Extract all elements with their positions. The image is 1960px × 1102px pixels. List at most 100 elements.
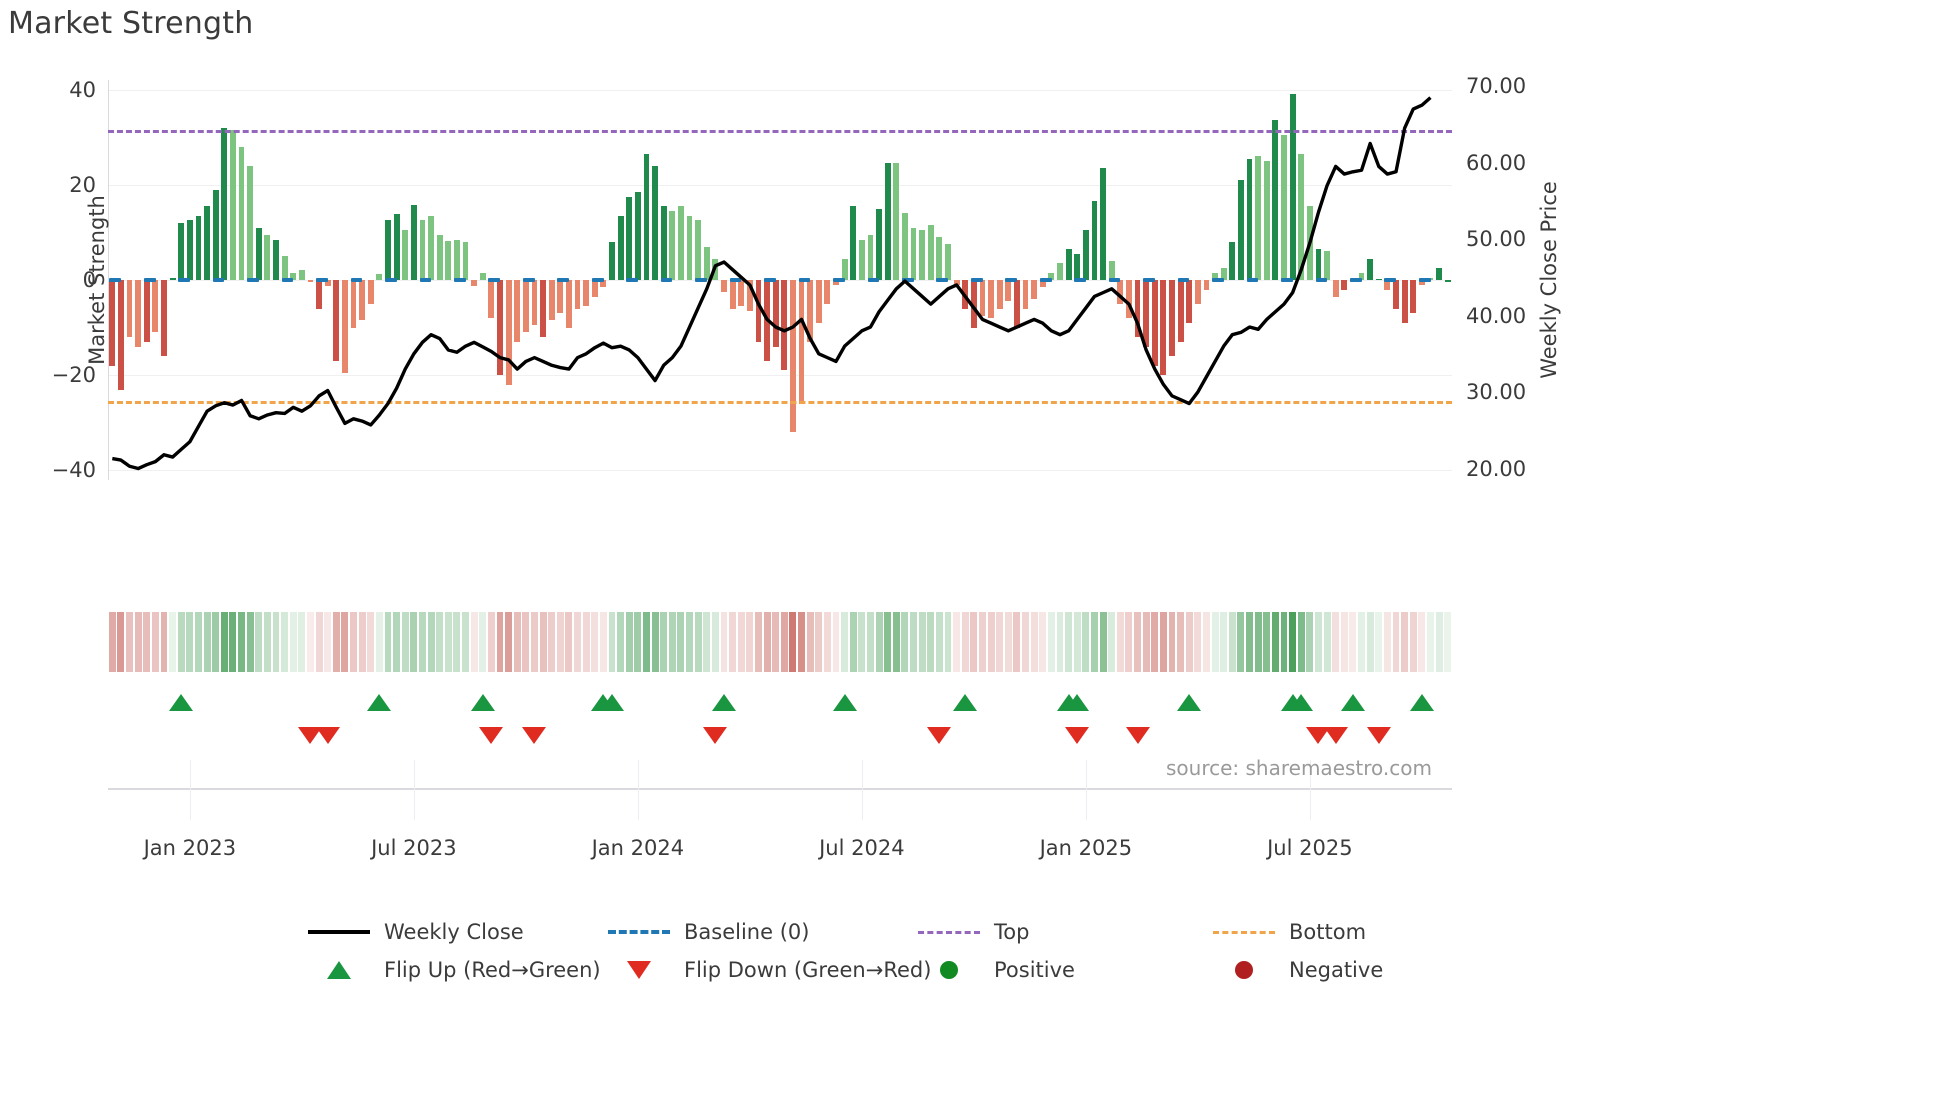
heatmap-cell <box>1358 612 1365 672</box>
heatmap-cell <box>1047 612 1055 672</box>
legend-item[interactable]: Bottom <box>1213 920 1366 944</box>
heatmap-cell <box>505 612 513 672</box>
dotted-line-swatch-icon <box>1213 930 1275 934</box>
chart-legend: Weekly Close Baseline (0) Top Bottom Flip Up… <box>108 920 1808 1040</box>
heatmap-cell <box>1004 612 1012 672</box>
bar <box>841 258 848 280</box>
gridline <box>108 184 1452 186</box>
heatmap-cell <box>668 612 676 672</box>
baseline-dash <box>1281 278 1293 282</box>
bar <box>1401 280 1408 323</box>
bar <box>1263 160 1270 280</box>
heatmap-cell <box>384 612 392 672</box>
heatmap-cell <box>918 612 926 672</box>
legend-item[interactable]: Baseline (0) <box>608 920 809 944</box>
heatmap-cell <box>1271 612 1279 672</box>
bar <box>1048 272 1055 280</box>
baseline-dash <box>591 278 604 282</box>
heatmap-cell <box>737 612 745 672</box>
bar <box>574 280 581 309</box>
heatmap-cell <box>1073 612 1081 672</box>
bar <box>281 256 288 280</box>
legend-label: Bottom <box>1289 920 1367 944</box>
reference-line-bottom <box>108 401 1452 405</box>
bar <box>436 234 443 280</box>
heatmap-cell <box>944 612 952 672</box>
legend-item[interactable]: Top <box>918 920 1029 944</box>
bar <box>1246 158 1253 280</box>
heatmap-cell <box>711 612 719 672</box>
heatmap-cell <box>298 612 306 672</box>
bar <box>548 280 555 321</box>
bar <box>996 280 1003 309</box>
bar <box>1315 249 1322 280</box>
bar <box>117 280 124 390</box>
heatmap-cell <box>401 612 409 672</box>
bar <box>531 280 538 326</box>
heatmap-cell <box>108 612 116 672</box>
heatmap-cell <box>350 612 357 672</box>
bar <box>721 280 727 292</box>
heatmap-cell <box>1254 612 1262 672</box>
bar <box>583 280 590 307</box>
flip-down-icon <box>522 727 547 744</box>
y-tick-label-left: −40 <box>51 458 96 483</box>
heatmap-cell <box>151 612 159 672</box>
heatmap-cell <box>961 612 969 672</box>
line-swatch-icon <box>308 930 370 934</box>
legend-item[interactable]: Flip Down (Green→Red) <box>608 958 931 982</box>
bar <box>1125 280 1132 319</box>
baseline-dash <box>833 278 845 282</box>
x-axis-tick-mark <box>189 760 191 820</box>
bar <box>1341 280 1348 290</box>
bar <box>1169 280 1175 357</box>
baseline-dash <box>764 278 776 282</box>
bar <box>479 272 486 280</box>
bar <box>660 206 667 280</box>
bar <box>1358 272 1365 280</box>
baseline-dash <box>936 278 949 282</box>
legend-item[interactable]: Positive <box>918 958 1075 982</box>
legend-label: Flip Down (Green→Red) <box>684 958 932 982</box>
heatmap-cell <box>1228 612 1236 672</box>
bar <box>738 280 745 307</box>
heatmap-cell <box>901 612 909 672</box>
bar <box>385 220 391 280</box>
bar <box>988 280 994 319</box>
heatmap-cell <box>746 612 754 672</box>
heatmap-cell <box>625 612 633 672</box>
heatmap-cell <box>677 612 685 672</box>
flip-up-icon <box>1289 694 1314 711</box>
flip-up-icon <box>600 694 624 711</box>
legend-item[interactable]: Weekly Close <box>308 920 524 944</box>
legend-item[interactable]: Negative <box>1213 958 1383 982</box>
baseline-dash <box>350 278 363 282</box>
bar <box>789 280 796 433</box>
x-tick-label: Jul 2023 <box>371 836 457 860</box>
bar <box>1418 280 1425 285</box>
baseline-dash <box>316 278 328 282</box>
heatmap-cell <box>1366 612 1374 672</box>
heatmap-cell <box>832 612 840 672</box>
bar <box>540 280 546 338</box>
heatmap-cell <box>755 612 762 672</box>
bar <box>445 240 452 280</box>
heatmap-cell <box>1297 612 1305 672</box>
heatmap-cell <box>1082 612 1090 672</box>
circle-icon <box>1235 961 1253 979</box>
flip-down-icon <box>1323 727 1348 744</box>
heatmap-cell <box>1030 612 1038 672</box>
gridline <box>108 280 1452 281</box>
bar <box>927 225 934 280</box>
baseline-dash <box>419 278 432 282</box>
heatmap-cell <box>289 612 297 672</box>
y-tick-label-right: 20.00 <box>1466 456 1527 481</box>
baseline-dash <box>385 278 397 282</box>
legend-item[interactable]: Flip Up (Red→Green) <box>308 958 601 982</box>
bar <box>1281 134 1287 280</box>
bar <box>729 280 736 309</box>
heatmap-cell <box>255 612 263 672</box>
bar <box>617 215 624 280</box>
bar <box>746 280 753 311</box>
heatmap-cell <box>892 612 900 672</box>
